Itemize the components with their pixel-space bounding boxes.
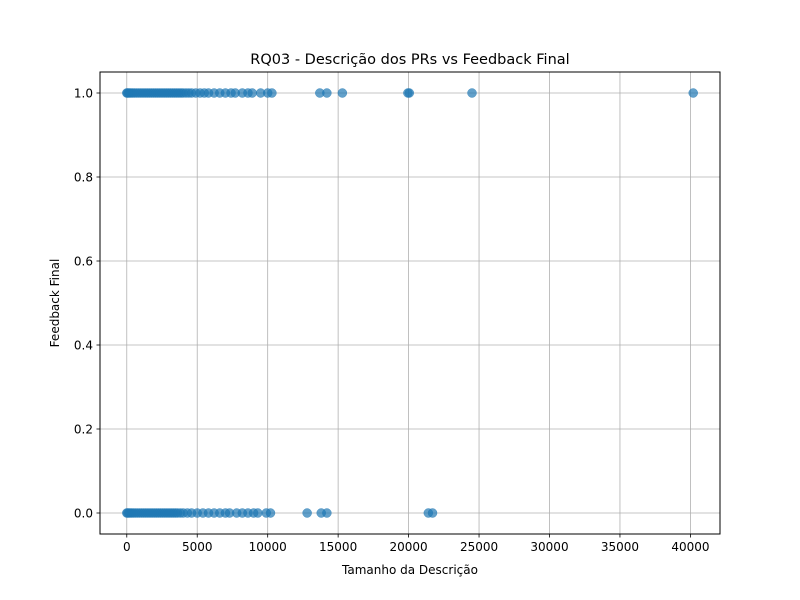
- scatter-point: [467, 88, 477, 98]
- scatter-point: [302, 508, 312, 518]
- x-tick-label: 10000: [249, 540, 287, 554]
- scatter-point: [322, 508, 332, 518]
- x-tick-label: 35000: [601, 540, 639, 554]
- x-axis-title: Tamanho da Descrição: [341, 563, 478, 577]
- scatter-point: [265, 508, 276, 518]
- scatter-point: [253, 508, 263, 518]
- scatter-point: [247, 88, 257, 98]
- y-axis-title: Feedback Final: [48, 259, 62, 348]
- x-tick-label: 15000: [319, 540, 357, 554]
- scatter-point: [322, 88, 332, 98]
- scatter-point: [267, 88, 277, 98]
- scatter-point: [337, 88, 348, 98]
- x-tick-label: 0: [123, 540, 131, 554]
- x-tick-label: 25000: [460, 540, 498, 554]
- x-tick-label: 20000: [389, 540, 427, 554]
- plot-frame: [99, 71, 721, 535]
- scatter-point: [427, 508, 438, 518]
- grid-layer: [100, 72, 720, 534]
- y-tick-label: 0.0: [74, 506, 93, 520]
- scatter-point: [404, 88, 415, 98]
- x-tick-label: 5000: [182, 540, 213, 554]
- chart-title: RQ03 - Descrição dos PRs vs Feedback Fin…: [250, 52, 569, 68]
- y-tick-label: 0.2: [74, 422, 93, 436]
- y-tick-label: 0.8: [74, 170, 93, 184]
- points-layer: [122, 88, 698, 518]
- y-tick-label: 1.0: [74, 86, 93, 100]
- x-tick-label: 30000: [530, 540, 568, 554]
- scatter-point: [688, 88, 698, 98]
- y-tick-label: 0.6: [74, 254, 93, 268]
- x-tick-label: 40000: [671, 540, 709, 554]
- y-tick-label: 0.4: [74, 338, 93, 352]
- ticks-layer: 0 5000 10000 15000 20000 25000 30000 35000 40000…: [74, 86, 710, 554]
